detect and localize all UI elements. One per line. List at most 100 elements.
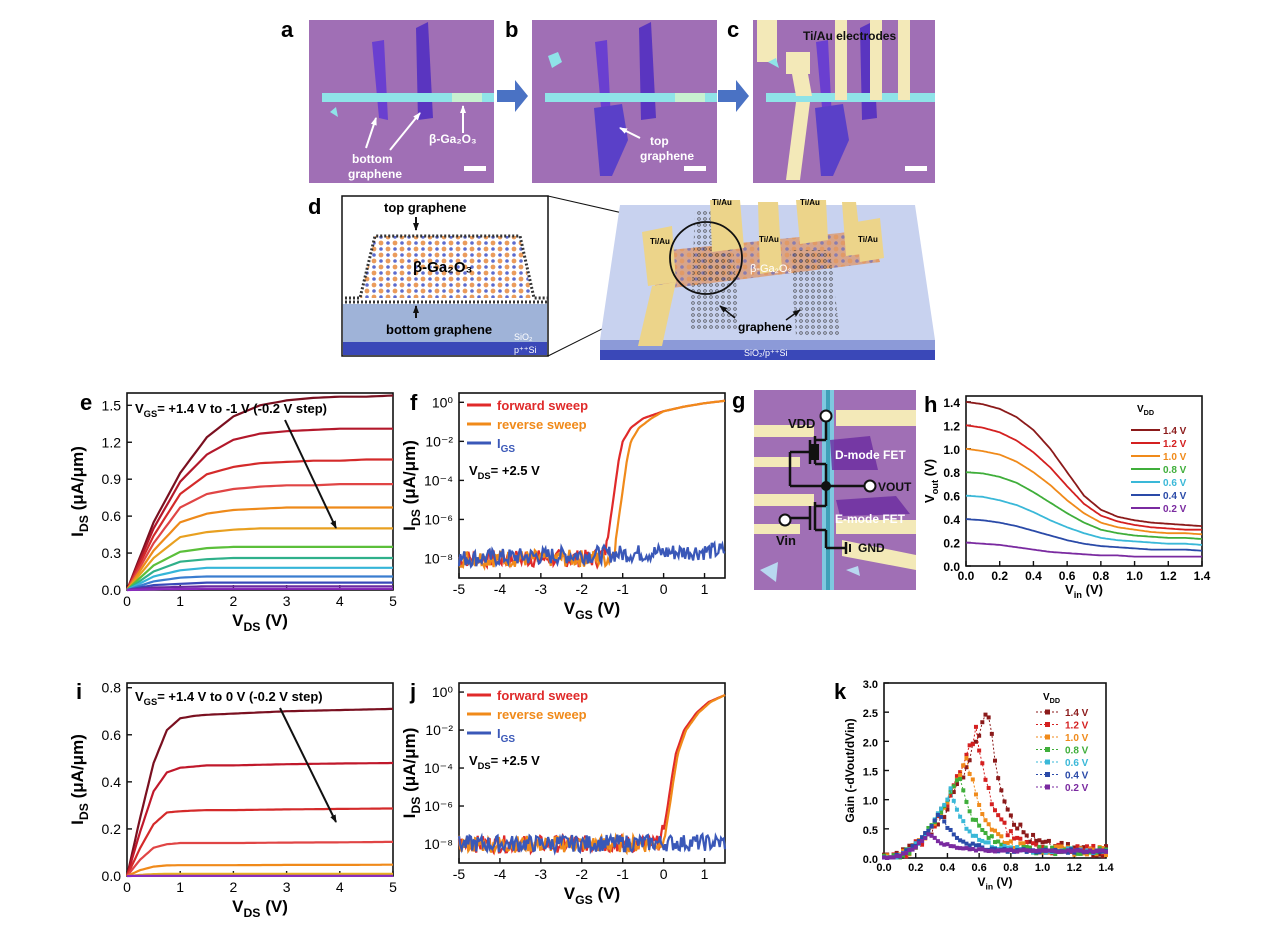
data-point-k-2	[1021, 841, 1026, 846]
data-point-k-1	[958, 770, 963, 775]
data-point-k-1	[1015, 835, 1020, 840]
panel-letter-g: g	[732, 388, 745, 413]
series-line-h-4	[965, 494, 1203, 546]
x-tick-label-h: 1.2	[1160, 569, 1177, 583]
series-line-e-7	[126, 556, 393, 591]
x-tick-label-j: -4	[494, 866, 507, 882]
x-axis-label-e: VDS (V)	[232, 611, 288, 634]
series-line-i-3	[126, 840, 393, 877]
panel-letter-j: j	[409, 679, 416, 704]
y-tick-label-k: 2.0	[863, 737, 878, 749]
data-point-k-6	[961, 846, 966, 851]
data-point-k-6	[1050, 848, 1055, 853]
data-point-k-1	[1008, 829, 1013, 834]
data-point-k-0	[1015, 826, 1020, 831]
data-point-k-4	[913, 841, 918, 846]
data-point-k-6	[1088, 848, 1093, 853]
data-point-k-0	[1031, 832, 1036, 837]
data-point-k-6	[1043, 848, 1048, 853]
data-point-k-4	[958, 814, 963, 819]
x-tick-label-f: 0	[660, 581, 668, 597]
data-point-k-2	[1072, 852, 1077, 857]
chart-h: 0.0 0.2 0.4 0.6 0.8 1.0 1.2 1.4 0.0 0.2 0.4 0.6 0.8 1…	[922, 395, 1211, 600]
y-tick-label-h: 0.4	[943, 513, 960, 527]
data-point-k-6	[897, 853, 902, 858]
data-point-k-6	[1046, 848, 1051, 853]
legend-title-h: VDD	[1137, 404, 1154, 417]
data-point-k-2	[1091, 847, 1096, 852]
y-tick-label-f: 10⁻⁸	[424, 550, 453, 566]
data-point-k-1	[920, 842, 925, 847]
data-point-k-3	[939, 810, 944, 815]
annotation-e: VGS= +1.4 V to -1 V (-0.2 V step)	[135, 401, 327, 419]
data-point-k-0	[983, 712, 988, 717]
data-point-k-0	[1027, 839, 1032, 844]
data-point-k-1	[945, 803, 950, 808]
data-point-k-4	[951, 798, 956, 803]
data-point-k-3	[1097, 846, 1102, 851]
data-point-k-6	[926, 832, 931, 837]
data-point-k-5	[932, 818, 937, 823]
x-tick-label-f: 1	[701, 581, 709, 597]
y-tick-label-e: 0.9	[102, 471, 122, 487]
y-tick-label-h: 1.4	[943, 396, 960, 410]
data-point-k-6	[885, 855, 890, 860]
data-point-k-3	[1037, 844, 1042, 849]
data-point-k-0	[967, 758, 972, 763]
data-point-k-2	[996, 832, 1001, 837]
data-point-k-0	[1097, 852, 1102, 857]
x-tick-label-h: 0.6	[1059, 569, 1076, 583]
legend-marker-k-2	[1045, 734, 1050, 740]
data-point-k-2	[980, 812, 985, 817]
data-point-k-6	[1012, 849, 1017, 854]
data-point-k-6	[942, 842, 947, 847]
data-point-k-2	[999, 834, 1004, 839]
y-tick-label-k: 0.5	[863, 825, 878, 837]
legend-marker-k-5	[1045, 772, 1050, 777]
data-point-k-1	[1018, 836, 1023, 841]
y-tick-label-j: 10⁻⁸	[424, 836, 453, 852]
legend-label-h-5: 0.4 V	[1163, 491, 1187, 502]
data-point-k-6	[964, 846, 969, 851]
y-tick-label-h: 0.8	[943, 466, 960, 480]
data-point-k-1	[1034, 842, 1039, 847]
vin-label: Vin	[776, 533, 796, 548]
data-point-k-1	[989, 802, 994, 807]
c-electrodes-label: Ti/Au electrodes	[803, 29, 896, 43]
legend-label-h-3: 0.8 V	[1163, 465, 1187, 476]
y-axis-label-h: Vout (V)	[922, 459, 940, 503]
plot-frame-e	[126, 392, 394, 591]
y-tick-label-j: 10⁻⁶	[424, 798, 453, 814]
tiau-label-2: Ti/Au	[712, 198, 732, 207]
data-point-k-0	[1100, 854, 1105, 859]
x-axis-label-h: Vin (V)	[1065, 582, 1103, 600]
substrate-label: SiO₂/p⁺⁺Si	[744, 348, 788, 358]
data-point-k-1	[977, 748, 982, 753]
data-point-k-3	[961, 788, 966, 793]
y-tick-label-i: 0.6	[102, 727, 122, 743]
data-point-k-0	[999, 788, 1004, 793]
data-point-k-4	[964, 826, 969, 831]
y-tick-label-i: 0.2	[102, 821, 122, 837]
data-point-k-2	[1002, 841, 1007, 846]
data-point-k-5	[923, 830, 928, 835]
tiau-label-1: Ti/Au	[650, 237, 670, 246]
vdd-label: VDD	[788, 416, 815, 431]
data-point-k-2	[939, 812, 944, 817]
y-tick-label-e: 0.6	[102, 508, 122, 524]
data-point-k-3	[996, 839, 1001, 844]
data-point-k-0	[1059, 840, 1064, 845]
data-point-k-1	[904, 854, 909, 859]
data-point-k-3	[993, 840, 997, 845]
data-point-k-6	[929, 833, 934, 838]
data-point-k-6	[901, 851, 906, 856]
annotation-i: VGS= +1.4 V to 0 V (-0.2 V step)	[135, 689, 323, 707]
data-point-k-0	[1065, 842, 1070, 847]
data-point-k-6	[1021, 848, 1026, 853]
legend-label-f-2: IGS	[497, 436, 515, 455]
data-point-k-6	[891, 855, 896, 860]
y-tick-label-j: 10⁰	[432, 684, 454, 700]
x-tick-label-j: 0	[660, 866, 668, 882]
data-point-k-6	[1097, 848, 1102, 853]
data-point-k-0	[1008, 813, 1013, 818]
